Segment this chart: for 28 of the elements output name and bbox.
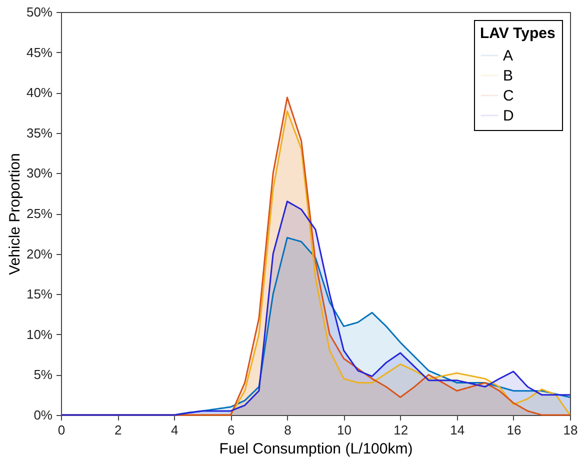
y-tick-label: 15% (26, 286, 53, 302)
x-axis-title: Fuel Consumption (L/100km) (219, 440, 413, 458)
x-tick-label: 2 (114, 422, 122, 438)
x-tick-label: 12 (394, 422, 408, 438)
y-tick-label: 20% (26, 246, 53, 262)
legend-title: LAV Types (480, 25, 556, 42)
y-tick-label: 25% (26, 206, 53, 221)
y-tick-label: 10% (26, 326, 53, 342)
y-tick-label: 40% (26, 85, 53, 100)
x-tick-label: 4 (170, 422, 178, 438)
y-tick-label: 35% (26, 125, 53, 140)
x-tick-label: 10 (337, 422, 352, 438)
y-axis-title: Vehicle Proportion (6, 153, 24, 275)
y-tick-label: 0% (34, 408, 53, 422)
x-tick-label: 16 (506, 422, 522, 438)
legend-label: B (503, 68, 514, 84)
y-tick-label: 50% (26, 4, 53, 20)
x-tick-label: 6 (228, 422, 235, 438)
legend-label: C (503, 88, 514, 104)
y-tick-label: 45% (26, 44, 53, 60)
x-tick-label: 18 (563, 422, 578, 438)
legend-label: A (503, 48, 514, 64)
x-tick-label: 8 (284, 422, 292, 438)
y-tick-label: 30% (26, 166, 53, 181)
x-tick-label: 14 (450, 422, 465, 438)
legend-label: D (503, 108, 514, 124)
x-tick-label: 0 (58, 422, 66, 438)
y-tick-label: 5% (34, 367, 53, 382)
